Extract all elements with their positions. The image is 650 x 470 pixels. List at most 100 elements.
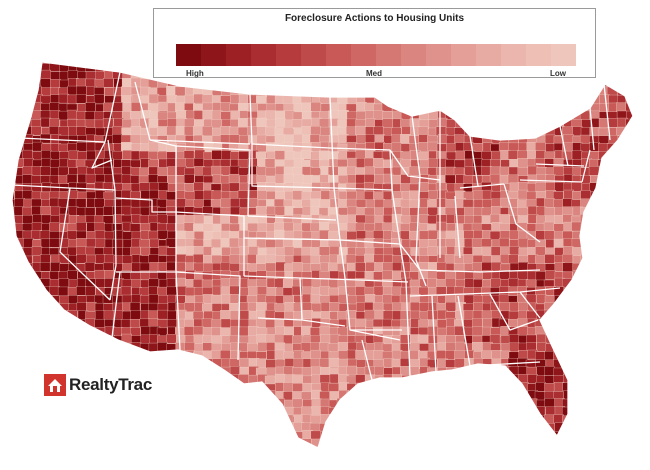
county-cell — [12, 447, 16, 448]
county-cell — [374, 366, 385, 376]
county-cell — [12, 134, 15, 144]
county-cell — [562, 198, 573, 208]
county-cell — [257, 190, 268, 200]
county-cell — [553, 199, 564, 209]
county-cell — [238, 94, 250, 104]
county-cell — [355, 149, 367, 160]
county-cell — [445, 198, 456, 209]
county-cell — [283, 438, 294, 448]
county-cell — [66, 174, 78, 184]
legend-swatch — [551, 44, 576, 66]
county-cell — [247, 398, 258, 408]
county-cell — [329, 439, 340, 448]
county-cell — [94, 198, 105, 208]
county-cell — [625, 422, 633, 433]
county-cell — [517, 326, 529, 336]
county-cell — [382, 294, 393, 304]
house-icon — [44, 374, 66, 396]
county-cell — [76, 286, 87, 296]
county-cell — [113, 414, 124, 424]
county-cell — [625, 214, 633, 224]
county-cell — [364, 253, 375, 264]
county-cell — [202, 294, 214, 304]
county-cell — [571, 366, 583, 376]
county-cell — [310, 430, 322, 441]
county-cell — [67, 407, 78, 417]
county-cell — [194, 190, 205, 200]
county-cell — [571, 294, 582, 304]
county-cell — [257, 430, 268, 441]
county-cell — [490, 383, 501, 394]
county-cell — [139, 423, 150, 433]
county-cell — [445, 414, 456, 425]
county-cell — [553, 342, 565, 352]
county-cell — [572, 279, 583, 290]
county-cell — [481, 375, 492, 385]
county-cell — [76, 446, 87, 448]
county-cell — [455, 382, 466, 392]
county-cell — [364, 382, 375, 393]
county-cell — [328, 430, 340, 440]
county-cell — [112, 350, 124, 360]
county-cell — [544, 207, 555, 217]
legend-label-high: High — [186, 69, 204, 78]
county-cell — [5, 456, 15, 465]
county-cell — [617, 79, 629, 89]
county-cell — [526, 431, 538, 442]
county-cell — [348, 455, 358, 464]
county-cell — [22, 351, 33, 361]
county-cell — [436, 79, 447, 89]
county-cell — [517, 167, 528, 177]
county-cell — [265, 319, 276, 329]
county-cell — [589, 343, 601, 353]
county-cell — [76, 399, 87, 410]
county-cell — [228, 182, 240, 193]
county-cell — [23, 238, 34, 248]
county-cell — [240, 455, 250, 464]
county-cell — [553, 191, 564, 201]
county-cell — [626, 407, 633, 417]
county-cell — [571, 398, 582, 408]
county-cell — [49, 327, 60, 337]
county-cell — [58, 398, 70, 409]
county-cell — [265, 262, 276, 273]
realtytrac-logo: RealtyTrac — [44, 372, 152, 398]
county-cell — [580, 342, 591, 352]
county-cell — [526, 103, 537, 113]
county-cell — [293, 134, 304, 144]
county-cell — [625, 223, 633, 234]
county-cell — [229, 447, 241, 448]
county-cell — [563, 343, 574, 353]
county-cell — [283, 334, 294, 345]
county-cell — [598, 366, 609, 377]
county-cell — [391, 174, 403, 185]
county-cell — [418, 446, 429, 448]
county-cell — [535, 351, 546, 361]
county-cell — [500, 415, 512, 425]
county-cell — [40, 358, 51, 368]
county-cell — [435, 407, 447, 417]
county-cell — [274, 447, 285, 448]
county-cell — [337, 407, 349, 417]
county-cell — [581, 438, 592, 448]
county-cell — [266, 287, 277, 297]
county-cell — [329, 78, 340, 89]
county-cell — [599, 231, 611, 241]
county-cell — [122, 439, 133, 448]
county-cell — [562, 206, 573, 216]
county-cell — [590, 327, 602, 337]
county-cell — [68, 430, 79, 441]
county-cell — [571, 389, 582, 400]
county-cell — [625, 294, 633, 304]
county-cell — [499, 446, 510, 448]
county-cell — [508, 86, 519, 97]
county-cell — [508, 286, 519, 296]
county-cell — [580, 318, 592, 328]
county-cell — [615, 62, 627, 72]
county-cell — [265, 182, 276, 192]
county-cell — [365, 438, 376, 448]
county-cell — [113, 342, 124, 352]
county-cell — [67, 415, 78, 425]
county-cell — [310, 222, 321, 233]
county-cell — [12, 439, 17, 448]
